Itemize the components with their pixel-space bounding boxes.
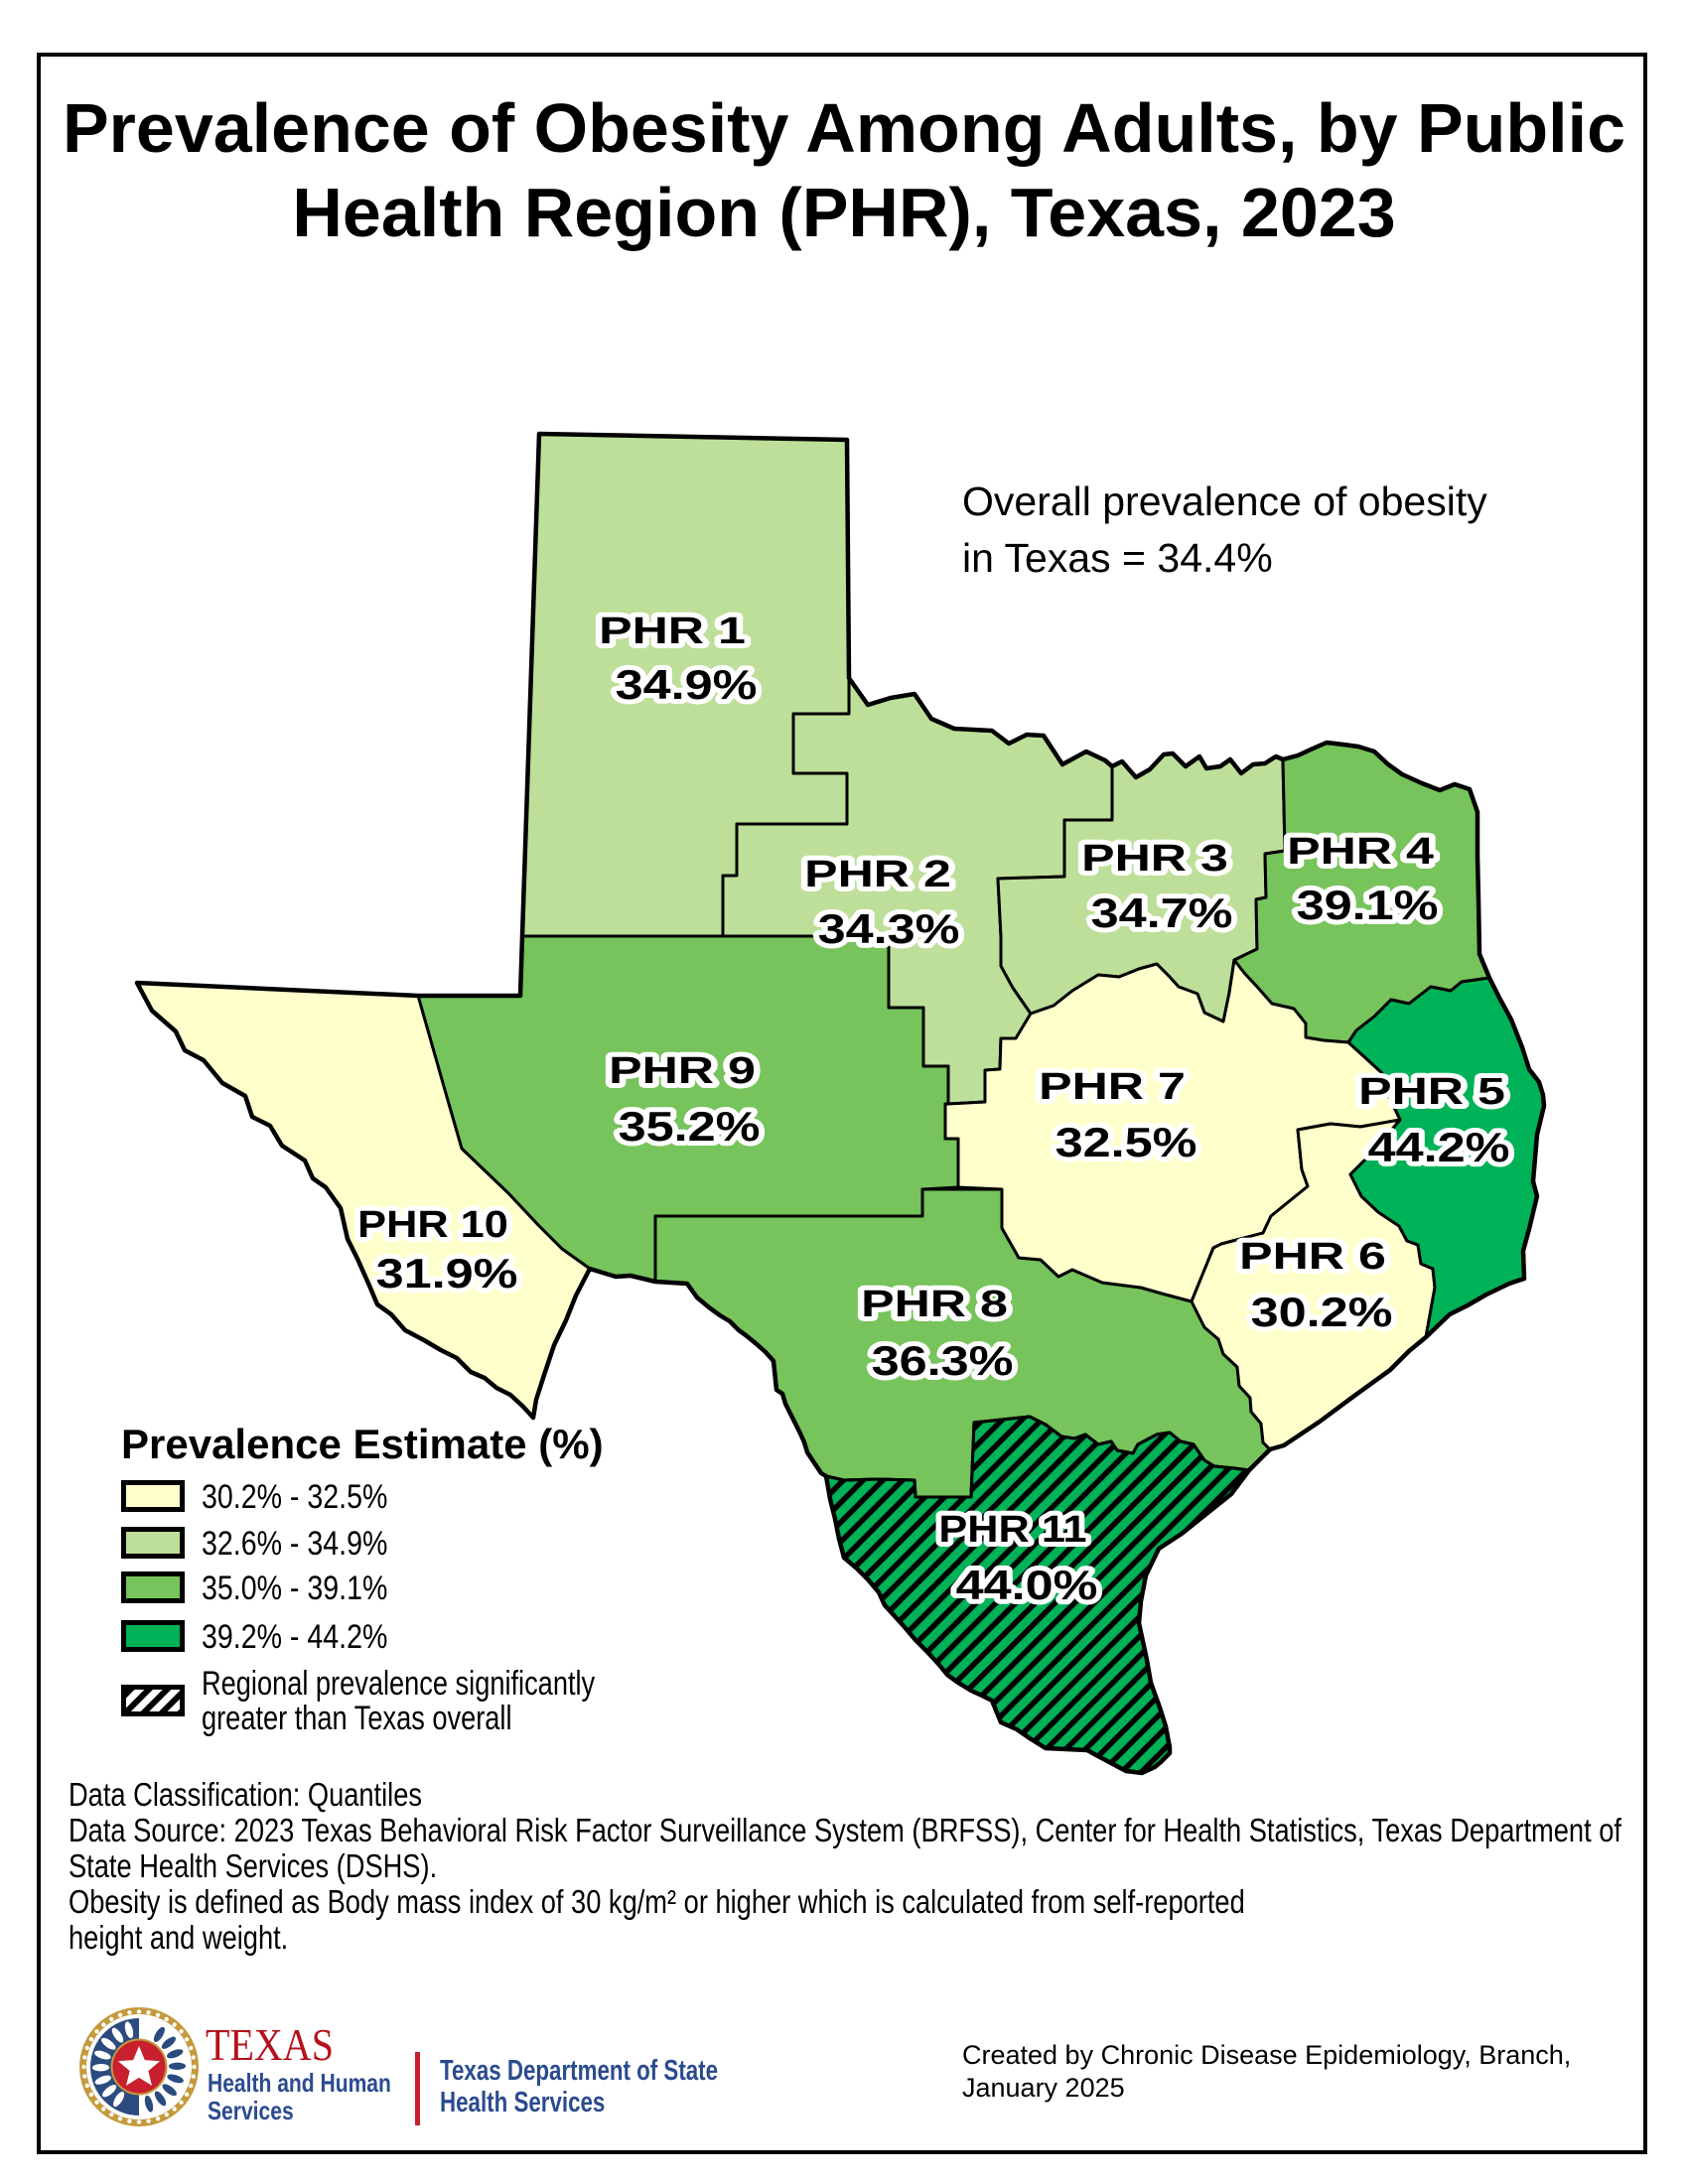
svg-text:PHR 10: PHR 10	[357, 1202, 508, 1245]
svg-text:35.2%: 35.2%	[619, 1103, 761, 1150]
svg-text:PHR 4: PHR 4	[1287, 831, 1434, 873]
svg-text:31.9%: 31.9%	[376, 1250, 518, 1297]
svg-text:36.3%: 36.3%	[872, 1337, 1014, 1384]
svg-text:PHR 5: PHR 5	[1358, 1071, 1505, 1113]
svg-text:44.2%: 44.2%	[1368, 1124, 1510, 1170]
svg-text:34.3%: 34.3%	[818, 905, 960, 952]
svg-text:44.0%: 44.0%	[956, 1562, 1098, 1608]
svg-text:32.5%: 32.5%	[1055, 1119, 1197, 1165]
svg-text:PHR 3: PHR 3	[1081, 838, 1228, 880]
svg-text:PHR 1: PHR 1	[599, 611, 746, 652]
svg-text:30.2%: 30.2%	[1251, 1289, 1393, 1335]
svg-text:34.9%: 34.9%	[616, 661, 758, 708]
svg-text:PHR 9: PHR 9	[609, 1050, 756, 1092]
svg-text:39.1%: 39.1%	[1297, 882, 1439, 928]
svg-text:PHR 2: PHR 2	[804, 854, 951, 895]
svg-text:PHR 11: PHR 11	[938, 1507, 1086, 1550]
svg-text:PHR 6: PHR 6	[1239, 1236, 1386, 1278]
svg-text:PHR 7: PHR 7	[1039, 1066, 1186, 1108]
svg-text:34.7%: 34.7%	[1091, 889, 1233, 936]
svg-text:PHR 8: PHR 8	[861, 1284, 1008, 1325]
